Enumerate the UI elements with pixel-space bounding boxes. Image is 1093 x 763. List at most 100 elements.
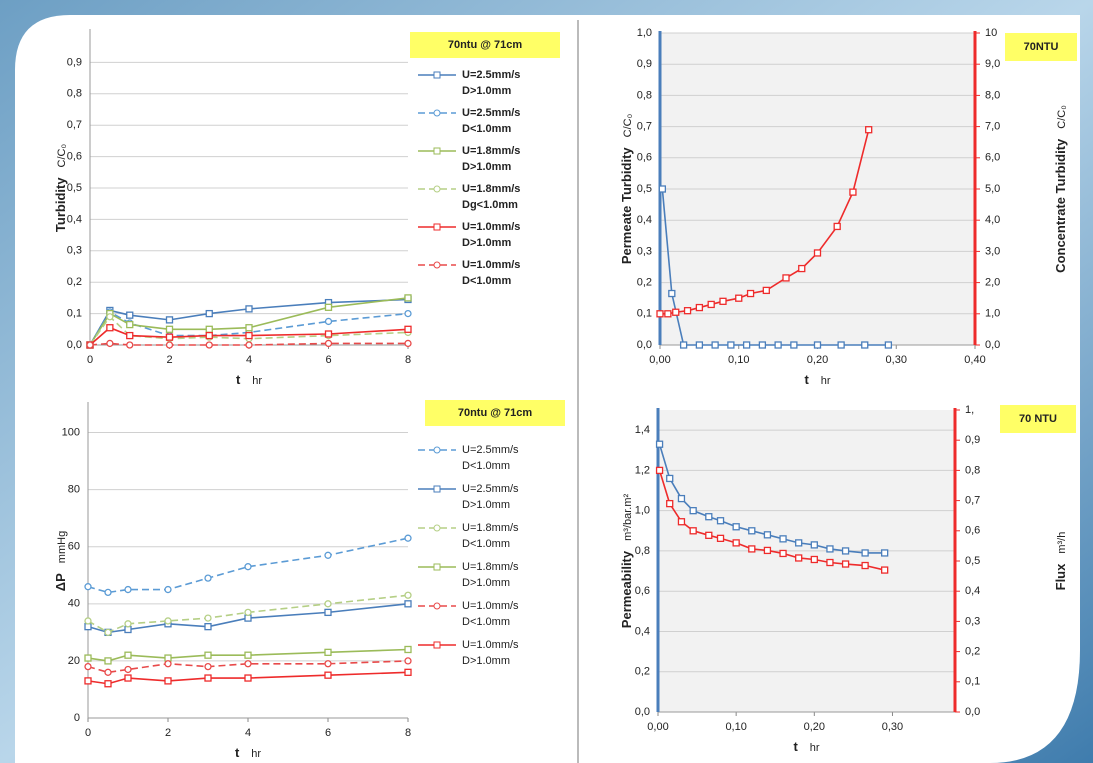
marker [324, 339, 333, 348]
marker [404, 534, 412, 542]
marker [727, 341, 735, 349]
y-unit: mmHg [56, 531, 68, 563]
marker [404, 668, 412, 676]
y-axis-label: ΔP mmHg [53, 531, 68, 591]
x-label: t [804, 372, 809, 387]
y-tick-label: 0,5 [637, 183, 652, 195]
legend-label: D>1.0mm [462, 577, 510, 589]
marker [798, 264, 806, 273]
marker [849, 188, 857, 196]
y-tick-label: 60 [68, 541, 80, 553]
y-tick-label: 0,7 [67, 119, 82, 131]
marker [404, 339, 412, 348]
marker [677, 518, 686, 526]
marker [205, 325, 213, 333]
y-tick-label: 20 [68, 655, 80, 667]
legend-marker [433, 71, 441, 79]
marker [124, 665, 132, 674]
legend-label: U=2.5mm/s [462, 107, 520, 119]
y2-tick-label: 5,0 [985, 183, 1000, 195]
y2-label: Concentrate Turbidity [1053, 138, 1068, 273]
y-tick-label: 0,5 [67, 182, 82, 194]
marker [245, 341, 253, 349]
marker [782, 274, 790, 282]
legend-marker [433, 641, 441, 649]
marker [245, 324, 253, 332]
marker [126, 320, 134, 329]
x-label: t [793, 739, 798, 754]
legend-label: D>1.0mm [462, 655, 510, 667]
marker [763, 531, 772, 539]
x-tick-label: 8 [405, 727, 411, 739]
y-tick-label: 80 [68, 484, 80, 496]
marker [779, 535, 787, 543]
y-unit: C/C₀ [56, 144, 68, 168]
y-unit: m³/bar.m² [622, 493, 634, 540]
marker [245, 331, 253, 340]
marker [881, 566, 889, 574]
y-tick-label: 0,3 [637, 245, 652, 257]
y-tick-label: 0,2 [67, 276, 82, 288]
y2-label: Flux [1053, 563, 1068, 590]
marker [677, 494, 686, 503]
legend-marker [433, 446, 441, 454]
y-tick-label: 0,9 [637, 58, 652, 70]
legend-marker [433, 147, 441, 155]
marker [404, 657, 412, 665]
legend-label: D>1.0mm [462, 85, 511, 97]
marker [404, 309, 412, 318]
legend-label: D>1.0mm [462, 237, 511, 249]
marker [664, 310, 672, 318]
marker [810, 541, 818, 549]
y2-axis-label: Flux m³/h [1053, 532, 1068, 591]
marker [695, 341, 704, 349]
x-tick-label: 0,20 [804, 721, 825, 733]
marker [106, 339, 114, 348]
marker [104, 668, 112, 676]
marker [716, 534, 725, 542]
marker [204, 623, 212, 631]
legend-marker [433, 524, 441, 532]
y-tick-label: 0,4 [635, 625, 650, 637]
marker [758, 341, 767, 349]
marker [124, 651, 132, 659]
y2-tick-label: 0,8 [965, 464, 980, 476]
y2-tick-label: 2,0 [985, 277, 1000, 289]
marker [810, 555, 818, 564]
y-tick-label: 0,0 [637, 339, 652, 351]
marker [666, 474, 674, 483]
x-tick-label: 2 [165, 727, 171, 739]
marker [404, 325, 412, 333]
y-tick-label: 0 [74, 712, 80, 724]
x-tick-label: 6 [325, 354, 331, 366]
legend-title-box [1000, 405, 1076, 433]
marker [683, 307, 692, 315]
legend-marker [433, 563, 441, 571]
marker [124, 585, 132, 594]
legend-label: D<1.0mm [462, 538, 510, 550]
marker [833, 222, 841, 231]
marker [84, 677, 92, 685]
series-line [658, 470, 885, 571]
series-line [658, 443, 885, 554]
marker [881, 549, 889, 557]
marker [106, 324, 114, 332]
y-axis-label: Permeate Turbidity C/C₀ [619, 114, 634, 264]
x-tick-label: 0,00 [647, 721, 668, 733]
y2-unit: m³/h [1056, 532, 1068, 554]
y2-axis-label: Concentrate Turbidity C/C₀ [1053, 105, 1068, 273]
marker [164, 617, 172, 625]
marker [244, 660, 252, 668]
legend-label: D>1.0mm [462, 161, 511, 173]
y-tick-label: 0,2 [635, 666, 650, 678]
marker [762, 286, 770, 295]
y-tick-label: 100 [62, 426, 80, 438]
y-tick-label: 0,4 [637, 214, 652, 226]
marker [826, 558, 834, 567]
legend-label: U=1.0mm/s [462, 639, 519, 651]
x-tick-label: 2 [166, 354, 172, 366]
marker [884, 341, 893, 349]
y2-tick-label: 10 [985, 27, 997, 39]
legend-marker [433, 602, 441, 610]
